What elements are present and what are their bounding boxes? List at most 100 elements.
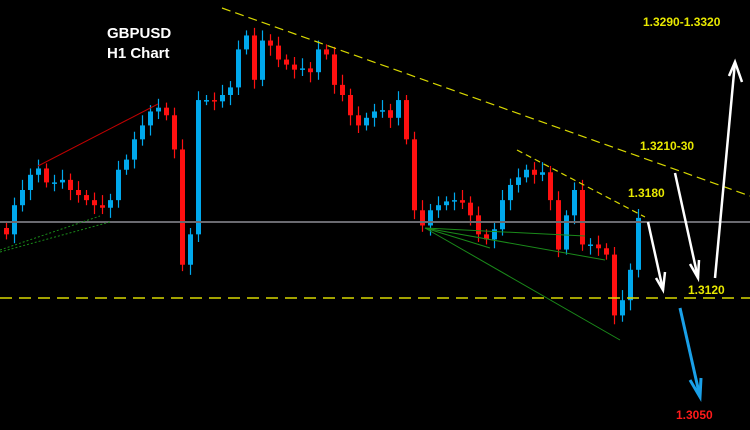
support-label: 1.3120 [688, 283, 725, 297]
green-dotted-line [0, 221, 111, 253]
bearish-candle [100, 205, 105, 208]
bullish-candle [444, 201, 449, 206]
green-fan-line [424, 227, 621, 341]
bullish-candle [116, 169, 121, 201]
bullish-candle [60, 179, 65, 183]
bullish-candle [396, 100, 401, 118]
bullish-candle [508, 184, 513, 201]
resistance-label: 1.3180 [628, 186, 665, 200]
bullish-candle [636, 217, 641, 270]
bearish-candle [420, 210, 425, 226]
arrow-down-icon [673, 172, 701, 283]
bullish-candle [588, 244, 593, 246]
bullish-candle [436, 205, 441, 211]
bearish-candle [468, 202, 473, 216]
bearish-candle [92, 200, 97, 206]
target-label: 1.3290-1.3320 [643, 15, 721, 29]
arrow-down-icon [646, 221, 667, 294]
bullish-candle [564, 215, 569, 250]
bullish-candle [540, 172, 545, 175]
bearish-candle [348, 95, 353, 116]
bearish-candle [284, 59, 289, 65]
bearish-candle [404, 100, 409, 140]
bearish-candle [84, 195, 89, 201]
chart-title: GBPUSD H1 Chart [107, 24, 171, 64]
bullish-candle [452, 200, 457, 202]
bullish-candle [188, 234, 193, 265]
bearish-candle [412, 139, 417, 211]
bullish-candle [300, 68, 305, 70]
bullish-candle [524, 169, 529, 178]
bullish-candle [124, 159, 129, 170]
upper-trendline [221, 7, 750, 197]
bearish-candle [292, 64, 297, 70]
bullish-candle [516, 177, 521, 185]
bullish-candle [36, 168, 41, 175]
bearish-candle [580, 190, 585, 245]
bearish-candle [180, 149, 185, 265]
bullish-candle [236, 49, 241, 88]
bearish-candle [556, 200, 561, 250]
bullish-candle [156, 107, 161, 112]
bearish-candle [68, 179, 73, 191]
bullish-candle [428, 210, 433, 226]
downside-target-label: 1.3050 [676, 408, 713, 422]
green-fan-line [424, 227, 606, 261]
bearish-candle [44, 168, 49, 183]
symbol-label: GBPUSD [107, 25, 172, 42]
bullish-candle [196, 100, 201, 235]
bearish-candle [164, 107, 169, 116]
bearish-candle [532, 169, 537, 175]
bullish-candle [260, 40, 265, 80]
bullish-candle [220, 95, 225, 102]
bullish-candle [140, 125, 145, 140]
bullish-candle [132, 139, 137, 160]
bullish-candle [628, 269, 633, 301]
bullish-candle [12, 205, 17, 235]
bearish-candle [612, 254, 617, 316]
bearish-candle [476, 215, 481, 235]
bullish-candle [492, 229, 497, 240]
bearish-candle [388, 110, 393, 118]
bearish-candle [332, 54, 337, 85]
bullish-candle [364, 117, 369, 126]
bearish-candle [212, 100, 217, 102]
bearish-candle [4, 228, 9, 235]
bullish-candle [204, 100, 209, 102]
bullish-candle [620, 300, 625, 316]
bearish-candle [484, 234, 489, 240]
red-trendline [37, 103, 159, 167]
bullish-candle [28, 174, 33, 191]
bearish-candle [252, 35, 257, 80]
bearish-candle [268, 40, 273, 46]
bullish-candle [500, 200, 505, 230]
bullish-candle [20, 190, 25, 206]
bullish-candle [228, 87, 233, 96]
resistance-label: 1.3210-30 [640, 139, 695, 153]
arrow-up-icon [713, 58, 744, 279]
green-fan-line [424, 227, 586, 237]
bearish-candle [548, 172, 553, 201]
bearish-candle [604, 248, 609, 255]
green-dotted-line [0, 215, 101, 251]
bearish-candle [308, 68, 313, 73]
bullish-candle [244, 35, 249, 50]
green-fan-line [424, 227, 491, 249]
lower-trendline [516, 149, 646, 218]
timeframe-label: H1 Chart [107, 45, 170, 62]
bearish-candle [460, 200, 465, 203]
bearish-candle [596, 244, 601, 249]
bullish-candle [108, 200, 113, 208]
bullish-candle [316, 49, 321, 73]
bullish-candle [372, 111, 377, 118]
bearish-candle [76, 190, 81, 196]
bearish-candle [172, 115, 177, 150]
bullish-candle [380, 110, 385, 112]
arrow-down-icon [678, 307, 703, 403]
bearish-candle [324, 49, 329, 55]
bullish-candle [572, 190, 577, 216]
bearish-candle [340, 84, 345, 96]
bullish-candle [52, 182, 57, 184]
